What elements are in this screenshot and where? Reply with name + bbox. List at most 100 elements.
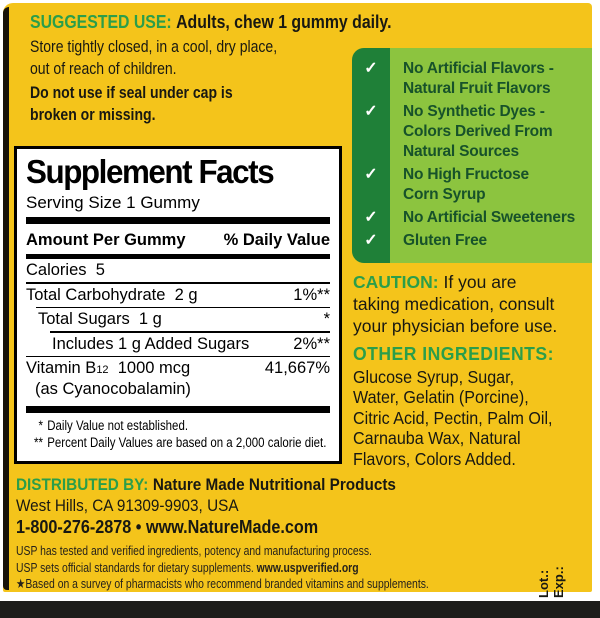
usp-line-2-text: USP sets official standards for dietary … [16, 559, 257, 575]
claim-line: No Artificial Sweeteners [403, 209, 576, 226]
distributed-by-heading: DISTRIBUTED BY: [16, 475, 149, 494]
footnote-mark: ** [34, 435, 43, 450]
claim-line: Corn Syrup [403, 186, 486, 203]
vitamin-name-line1: Vitamin B12 1000 mcg [26, 359, 190, 377]
claim-item: ✓ No Synthetic Dyes - Colors Derived Fro… [352, 102, 592, 162]
calories-label: Calories 5 [26, 261, 105, 279]
suggested-use-instruction: Adults, chew 1 gummy daily. [176, 12, 392, 32]
lot-label: Lot.: [536, 569, 551, 598]
usp-line-2: USP sets official standards for dietary … [16, 560, 600, 577]
thick-rule [26, 217, 330, 224]
suggested-use-section: SUGGESTED USE: Adults, chew 1 gummy daily… [30, 11, 450, 126]
caution-line-3: your physician before use. [353, 316, 558, 336]
other-ingredients-list: Glucose Syrup, Sugar, Water, Gelatin (Po… [353, 367, 600, 469]
footnote-mark: * [38, 418, 43, 433]
usp-line-3: ★Based on a survey of pharmacists who re… [16, 576, 429, 591]
lot-exp-vertical: Lot.: Exp.: [536, 546, 578, 598]
ingredients-line: Flavors, Colors Added. [353, 448, 516, 469]
phone-and-website: 1-800-276-2878 • www.NatureMade.com [16, 517, 319, 537]
other-ingredients-section: OTHER INGREDIENTS: Glucose Syrup, Sugar,… [353, 342, 600, 469]
rule [36, 306, 330, 308]
caution-section: CAUTION: If you are taking medication, co… [353, 271, 600, 337]
caution-text: If you are [443, 272, 517, 292]
ingredients-line: Citric Acid, Pectin, Palm Oil, [353, 407, 553, 428]
claim-item: ✓ No Artificial Flavors - Natural Fruit … [352, 59, 592, 99]
rule [26, 282, 330, 284]
rule [50, 331, 330, 333]
claim-text: No High Fructose Corn Syrup [403, 165, 529, 205]
claim-line: No Synthetic Dyes - [403, 103, 545, 120]
usp-line-1: USP has tested and verified ingredients,… [16, 543, 372, 558]
nutrient-row: Includes 1 g Added Sugars 2%** [26, 333, 330, 356]
claim-line: No High Fructose [403, 166, 529, 183]
thick-rule [26, 254, 330, 259]
ingredients-line: Water, Gelatin (Porcine), [353, 387, 529, 408]
distributor-line-1: DISTRIBUTED BY: Nature Made Nutritional P… [16, 474, 600, 495]
distributor-name: Nature Made Nutritional Products [152, 475, 396, 494]
distributor-section: DISTRIBUTED BY: Nature Made Nutritional P… [16, 474, 600, 539]
footnote: ** Percent Daily Values are based on a 2… [26, 434, 328, 451]
checkmark-icon: ✓ [364, 60, 378, 77]
claim-text: Gluten Free [403, 231, 487, 251]
claim-item: ✓ No Artificial Sweeteners [352, 208, 592, 228]
storage-line-1: Store tightly closed, in a cool, dry pla… [30, 38, 278, 56]
vitamin-b12-row: Vitamin B12 1000 mcg (as Cyanocobalamin)… [26, 357, 330, 401]
supplement-facts-panel: Supplement Facts Serving Size 1 Gummy Am… [14, 146, 342, 464]
claim-text: No Artificial Flavors - Natural Fruit Fl… [403, 59, 554, 99]
ingredients-line: Glucose Syrup, Sugar, [353, 367, 515, 387]
facts-header-row: Amount Per Gummy % Daily Value [26, 228, 330, 252]
nutrient-row: Total Carbohydrate 2 g 1%** [26, 284, 330, 307]
label-left-edge-shadow [3, 7, 9, 590]
other-ingredients-heading: OTHER INGREDIENTS: [353, 343, 554, 364]
seal-warning-line-2: broken or missing. [30, 105, 156, 124]
claims-list: ✓ No Artificial Flavors - Natural Fruit … [352, 48, 592, 251]
serving-size: Serving Size 1 Gummy [26, 193, 200, 212]
nutrient-dv: 1%** [293, 285, 330, 304]
rule [26, 355, 330, 357]
exp-label: Exp.: [551, 566, 566, 598]
distributor-address: West Hills, CA 91309-9903, USA [16, 496, 239, 515]
col-dv-header: % Daily Value [223, 231, 330, 249]
seal-warning-line-1: Do not use if seal under cap is [30, 84, 233, 102]
suggested-use-heading: SUGGESTED USE: [30, 12, 172, 32]
bottle-dark-band [0, 601, 600, 618]
caution-line-2: taking medication, consult [353, 294, 555, 314]
storage-line-2: out of reach of children. [30, 59, 177, 78]
vitamin-name-line2: (as Cyanocobalamin) [35, 380, 191, 398]
claim-line: Colors Derived From [403, 123, 553, 140]
vitamin-name-post: 1000 mcg [108, 359, 191, 377]
claims-check-strip [352, 48, 390, 263]
supplement-facts-title: Supplement Facts [26, 153, 275, 190]
checkmark-icon: ✓ [364, 103, 378, 120]
usp-verified-url: www.uspverified.org [256, 559, 359, 575]
vitamin-dv: 41,667% [264, 359, 330, 377]
footnote-text: Percent Daily Values are based on a 2,00… [47, 435, 327, 450]
nutrient-dv: 2%** [293, 334, 330, 353]
vitamin-name: Vitamin B12 1000 mcg (as Cyanocobalamin) [26, 359, 191, 399]
usp-fineprint: USP has tested and verified ingredients,… [16, 543, 600, 593]
footnote-text: Daily Value not established. [47, 418, 189, 433]
footnote: * Daily Value not established. [26, 417, 328, 434]
claim-item: ✓ No High Fructose Corn Syrup [352, 165, 592, 205]
nutrient-name: Total Sugars 1 g [38, 310, 162, 328]
checkmark-icon: ✓ [364, 209, 378, 226]
claims-box: ✓ No Artificial Flavors - Natural Fruit … [352, 48, 592, 263]
ingredients-line: Carnauba Wax, Natural [353, 428, 521, 449]
claim-text: No Synthetic Dyes - Colors Derived From … [403, 102, 553, 162]
claim-item: ✓ Gluten Free [352, 231, 592, 251]
vitamin-name-sub: 12 [96, 364, 109, 376]
nutrient-name: Total Carbohydrate 2 g [26, 285, 198, 304]
thick-rule [26, 406, 330, 413]
nutrient-name: Includes 1 g Added Sugars [52, 334, 250, 353]
vitamin-name-pre: Vitamin B [26, 359, 97, 377]
nutrient-dv: * [323, 310, 330, 328]
checkmark-icon: ✓ [364, 232, 378, 249]
caution-line-1: CAUTION: If you are [353, 271, 600, 293]
checkmark-icon: ✓ [364, 166, 378, 183]
claim-line: Gluten Free [403, 232, 487, 249]
claim-line: No Artificial Flavors - [403, 60, 554, 77]
claim-line: Natural Fruit Flavors [403, 80, 551, 97]
footnotes: * Daily Value not established. ** Percen… [26, 417, 328, 451]
caution-heading: CAUTION: [353, 272, 439, 292]
col-amount-header: Amount Per Gummy [26, 231, 186, 249]
